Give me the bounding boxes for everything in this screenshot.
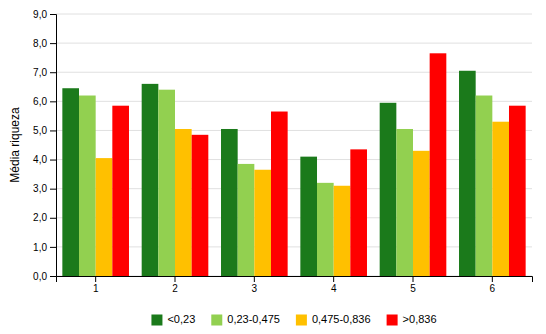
- tick-mark: [175, 276, 176, 282]
- grid-line: [56, 14, 532, 15]
- legend-item: >0,836: [387, 313, 437, 326]
- tick-label: 6: [490, 283, 496, 294]
- tick-mark: [413, 276, 414, 282]
- tick-label: 1: [93, 283, 99, 294]
- bar: [238, 164, 255, 276]
- tick-label: 4: [331, 283, 337, 294]
- tick-label: 8,0: [33, 38, 47, 49]
- tick-mark: [50, 14, 56, 15]
- legend-swatch: [296, 315, 307, 326]
- axis-line: [57, 277, 533, 283]
- bar: [413, 151, 430, 276]
- axis-line: [50, 15, 57, 277]
- legend: <0,23 0,23-0,475 0,475-0,836 >0,836: [151, 313, 436, 326]
- bar-series: [62, 71, 475, 276]
- tick-label: 2,0: [33, 212, 47, 223]
- bar: [254, 170, 271, 276]
- bar-series: [112, 53, 525, 276]
- legend-item: 0,475-0,836: [296, 313, 371, 326]
- bar: [317, 183, 334, 276]
- bar: [350, 149, 367, 276]
- tick: 2,0: [33, 212, 56, 223]
- tick: 9,0: [33, 9, 56, 20]
- bar: [62, 88, 79, 276]
- legend-label: >0,836: [403, 313, 437, 325]
- tick-label: 5: [410, 283, 416, 294]
- bar: [158, 90, 175, 276]
- legend-label: 0,475-0,836: [312, 313, 371, 325]
- tick-label: 3: [252, 283, 258, 294]
- plot: 0,0 1,0 2,0 3,0 4,0 5,0 6,0 7,0 8,0 9,0 1 2 3 4 5 6: [33, 9, 532, 294]
- legend-swatch: [387, 315, 398, 326]
- tick: 6,0: [33, 96, 56, 107]
- legend-item: 0,23-0,475: [211, 313, 280, 326]
- bar: [476, 96, 493, 276]
- tick-mark: [50, 72, 56, 73]
- tick: 4,0: [33, 154, 56, 165]
- tick-mark: [50, 160, 56, 161]
- bar: [509, 106, 526, 276]
- bars: [62, 53, 525, 276]
- tick: 5,0: [33, 125, 56, 136]
- bar: [96, 158, 113, 276]
- tick-label: 7,0: [33, 67, 47, 78]
- tick: 1,0: [33, 242, 56, 253]
- tick-mark: [492, 276, 493, 282]
- tick-label: 0,0: [33, 271, 47, 282]
- tick-mark: [50, 189, 56, 190]
- bar: [380, 103, 397, 276]
- y-axis-title: Média riqueza: [8, 107, 22, 183]
- bar-series: [96, 122, 509, 276]
- tick-label: 5,0: [33, 125, 47, 136]
- x-axis: 1 2 3 4 5 6: [57, 276, 533, 294]
- tick-label: 4,0: [33, 154, 47, 165]
- tick-mark: [95, 276, 96, 282]
- bar: [300, 157, 317, 276]
- bar: [430, 53, 447, 276]
- tick: 8,0: [33, 38, 56, 49]
- tick: 7,0: [33, 67, 56, 78]
- bar: [396, 129, 413, 276]
- bar: [112, 106, 129, 276]
- grid: [56, 14, 532, 276]
- y-axis: 0,0 1,0 2,0 3,0 4,0 5,0 6,0 7,0 8,0 9,0: [33, 9, 56, 282]
- bar: [175, 129, 192, 276]
- tick-mark: [254, 276, 255, 282]
- tick-mark: [50, 218, 56, 219]
- bar: [271, 112, 288, 276]
- tick-mark: [50, 101, 56, 102]
- grid-line: [56, 43, 532, 44]
- tick: 0,0: [33, 271, 56, 282]
- legend-label: <0,23: [167, 313, 195, 325]
- tick: 3: [252, 276, 258, 294]
- tick: 3,0: [33, 183, 56, 194]
- bar: [459, 71, 476, 276]
- tick-mark: [50, 247, 56, 248]
- tick-mark: [50, 276, 56, 277]
- tick: 6: [490, 276, 496, 294]
- chart: 0,0 1,0 2,0 3,0 4,0 5,0 6,0 7,0 8,0 9,0 1 2 3 4 5 6 Médi…: [0, 0, 546, 334]
- bar: [79, 96, 96, 276]
- tick: 1: [93, 276, 99, 294]
- tick: 5: [410, 276, 416, 294]
- bar: [192, 135, 209, 276]
- tick-label: 6,0: [33, 96, 47, 107]
- tick-label: 1,0: [33, 242, 47, 253]
- tick-label: 9,0: [33, 9, 47, 20]
- tick: 2: [172, 276, 178, 294]
- bar: [221, 129, 238, 276]
- tick-mark: [333, 276, 334, 282]
- bar: [142, 84, 159, 276]
- tick: 4: [331, 276, 337, 294]
- tick-label: 3,0: [33, 183, 47, 194]
- legend-item: <0,23: [151, 313, 195, 326]
- bar: [334, 186, 351, 276]
- tick-label: 2: [172, 283, 178, 294]
- legend-swatch: [211, 315, 222, 326]
- legend-label: 0,23-0,475: [227, 313, 280, 325]
- legend-swatch: [151, 315, 162, 326]
- tick-mark: [50, 43, 56, 44]
- bar: [492, 122, 509, 276]
- tick-mark: [50, 130, 56, 131]
